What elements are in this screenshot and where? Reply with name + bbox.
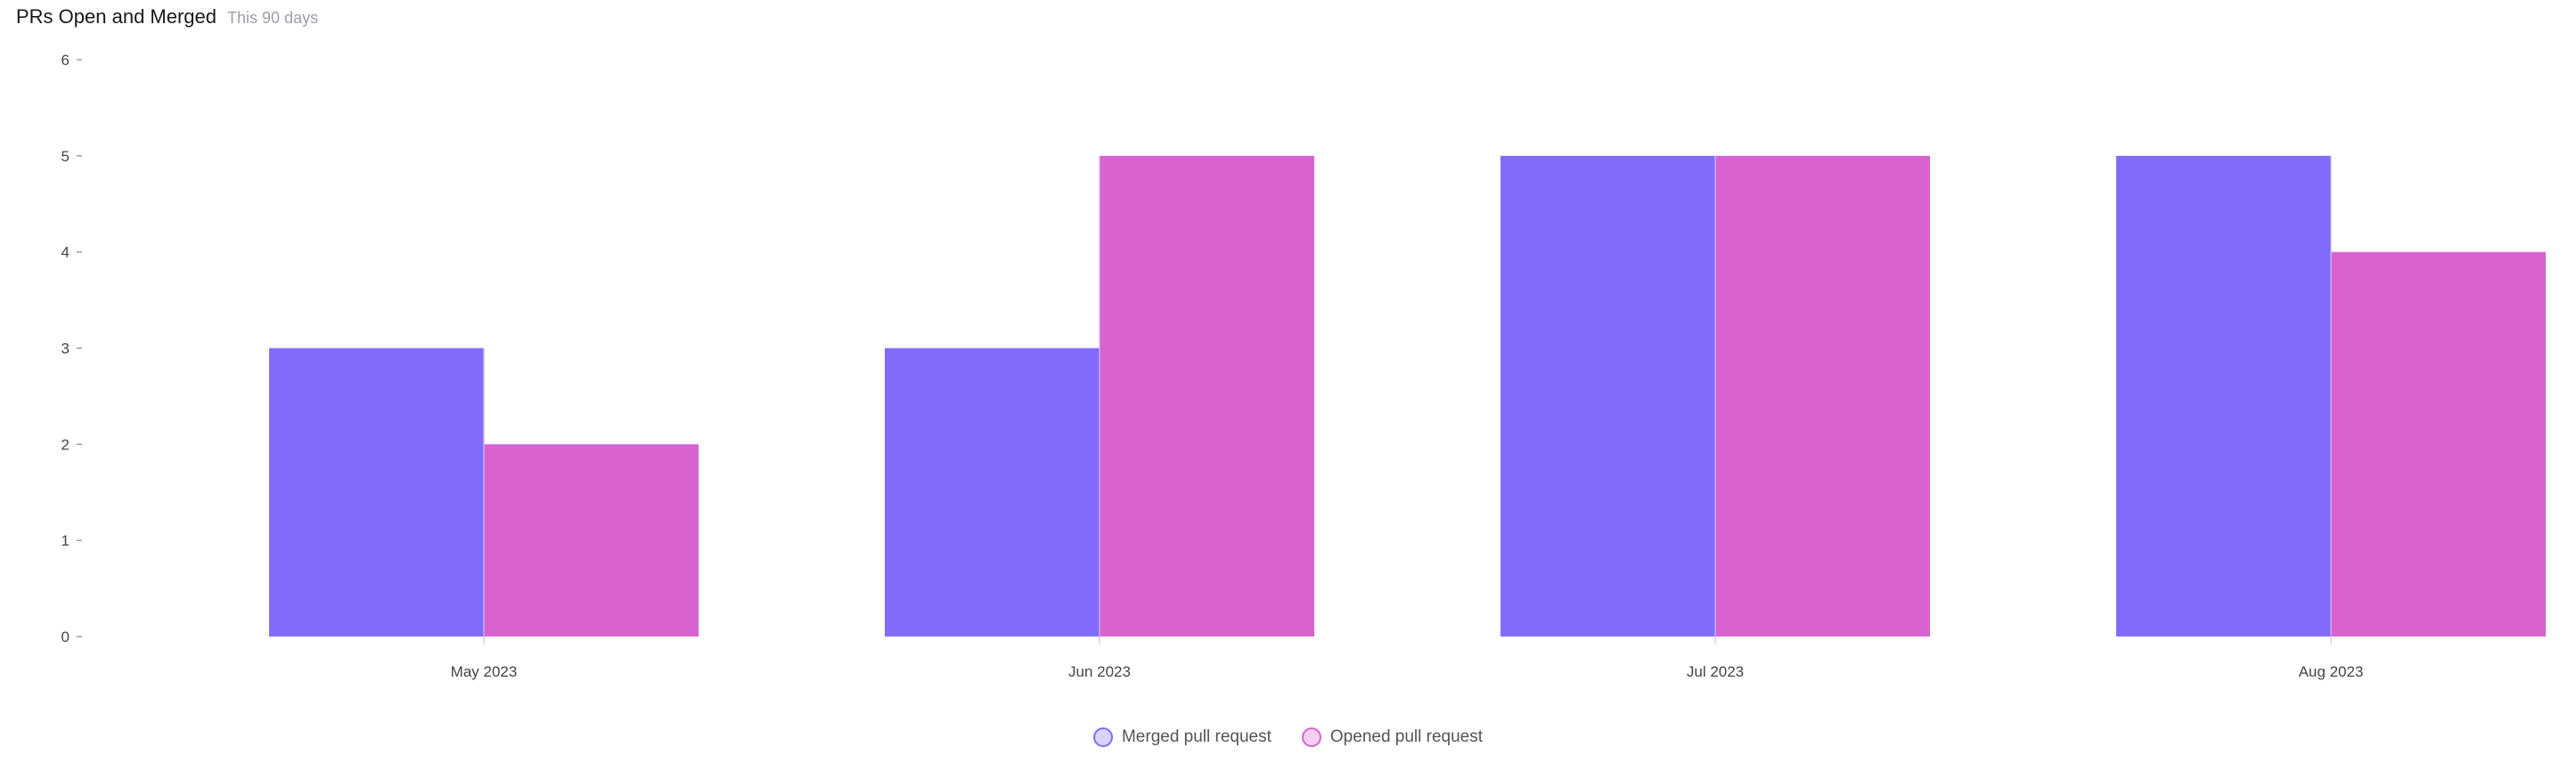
legend-label-opened: Opened pull request <box>1329 727 1484 746</box>
bar-opened <box>484 444 699 637</box>
y-tick-label: 4 <box>61 244 70 261</box>
bar-merged <box>885 348 1100 637</box>
legend-label-merged: Merged pull request <box>1121 727 1272 746</box>
y-tick-label: 1 <box>61 532 70 549</box>
bar-merged <box>269 348 484 637</box>
bar-merged <box>1501 155 1715 637</box>
legend-swatch-opened <box>1301 727 1321 747</box>
chart-legend: Merged pull request Opened pull request <box>0 727 2576 747</box>
chart-header: PRs Open and Merged This 90 days <box>16 5 318 36</box>
x-tick-label: Jul 2023 <box>1687 663 1744 680</box>
chart-subtitle: This 90 days <box>227 9 319 27</box>
y-tick-label: 0 <box>61 628 70 645</box>
y-tick-label: 3 <box>61 341 70 357</box>
x-tick-label: Jun 2023 <box>1068 663 1131 680</box>
bar-opened <box>1715 155 1930 637</box>
x-tick-label: May 2023 <box>451 663 518 680</box>
x-tick-label: Aug 2023 <box>2299 663 2364 680</box>
y-tick-label: 2 <box>61 436 70 453</box>
bar-opened <box>2331 251 2546 637</box>
legend-item-opened[interactable]: Opened pull request <box>1301 727 1484 747</box>
bar-chart: 0 1 2 3 4 5 6 May 2023 Jun 2023 Jul 2023 Aug 2023 <box>61 52 2546 680</box>
legend-item-merged[interactable]: Merged pull request <box>1092 727 1272 747</box>
bar-merged <box>2116 155 2331 637</box>
y-tick-label: 5 <box>61 148 70 165</box>
y-tick-label: 6 <box>61 52 70 69</box>
legend-swatch-merged <box>1092 727 1113 747</box>
bar-opened <box>1100 155 1314 637</box>
chart-title: PRs Open and Merged <box>16 5 217 28</box>
